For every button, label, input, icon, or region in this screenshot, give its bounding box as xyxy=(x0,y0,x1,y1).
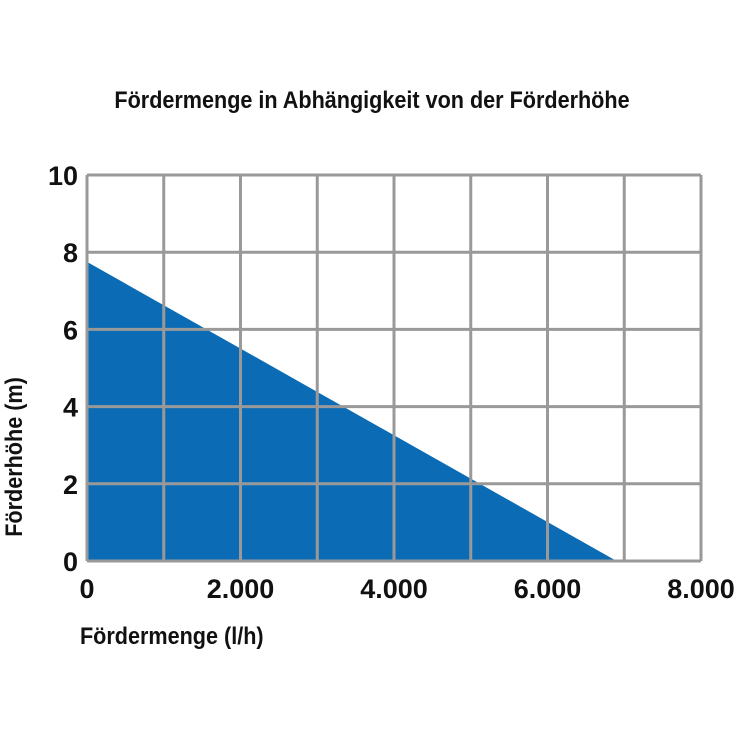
x-tick-label: 2.000 xyxy=(207,574,275,604)
y-tick-label: 4 xyxy=(63,393,78,423)
y-tick-label: 2 xyxy=(63,470,78,500)
x-axis-label: Fördermenge (l/h) xyxy=(80,622,264,649)
y-tick-label: 8 xyxy=(63,238,78,268)
y-tick-label: 0 xyxy=(63,547,78,577)
y-axis-label: Förderhöhe (m) xyxy=(0,377,27,537)
chart-title: Fördermenge in Abhängigkeit von der Förd… xyxy=(114,86,629,113)
x-tick-label: 4.000 xyxy=(360,574,428,604)
y-tick-label: 6 xyxy=(63,315,78,345)
x-tick-label: 8.000 xyxy=(667,574,735,604)
y-tick-label: 10 xyxy=(48,161,78,191)
x-tick-label: 6.000 xyxy=(514,574,582,604)
x-tick-label: 0 xyxy=(79,574,94,604)
area xyxy=(87,261,617,561)
